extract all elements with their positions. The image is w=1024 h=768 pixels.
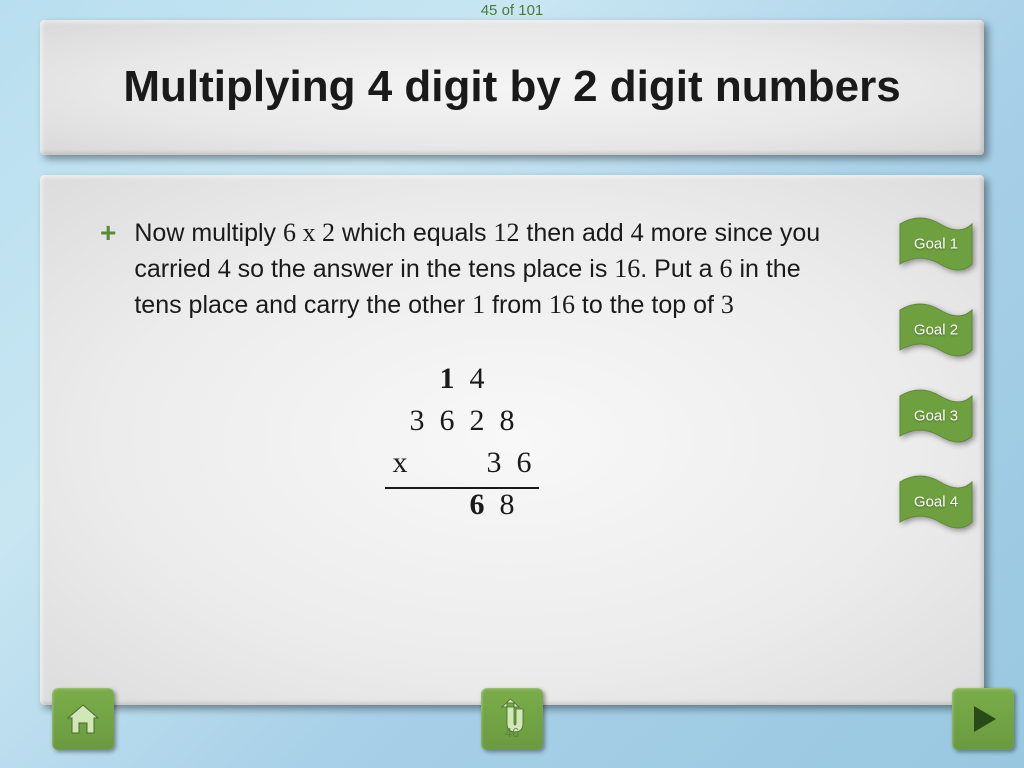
home-icon [63, 699, 103, 739]
title-panel: Multiplying 4 digit by 2 digit numbers [40, 20, 984, 155]
goal-label: Goal 2 [914, 322, 958, 339]
result-tens: 6 [462, 483, 492, 527]
goal-button-4[interactable]: Goal 4 [896, 470, 976, 534]
home-button[interactable] [52, 688, 114, 750]
multiplier-row: x 36 [100, 441, 824, 483]
goal-rail: Goal 1 Goal 2 Goal 3 Goal 4 [896, 212, 1016, 534]
mult-ones: 6 [509, 441, 539, 485]
mult-tens: 3 [479, 441, 509, 485]
slide-title: Multiplying 4 digit by 2 digit numbers [93, 61, 930, 114]
result-ones: 8 [492, 483, 522, 527]
top-hundreds: 6 [432, 399, 462, 443]
multiply-operator: x [385, 441, 415, 485]
top-ones: 8 [492, 399, 522, 443]
carry-row: 14 [100, 357, 824, 399]
top-tens: 2 [462, 399, 492, 443]
goal-label: Goal 1 [914, 236, 958, 253]
content-panel: + Now multiply 6 x 2 which equals 12 the… [40, 175, 984, 705]
result-row: 68 [100, 483, 824, 525]
goal-label: Goal 3 [914, 408, 958, 425]
footer-page-number: 46 [505, 725, 519, 740]
page-counter: 45 of 101 [481, 2, 544, 19]
carry-tens: 4 [462, 357, 492, 401]
goal-label: Goal 4 [914, 494, 958, 511]
math-problem: 14 3628 x36 68 [100, 357, 824, 525]
play-icon [964, 700, 1002, 738]
next-button[interactable] [952, 688, 1014, 750]
bullet-text: Now multiply 6 x 2 which equals 12 then … [134, 215, 824, 322]
goal-button-1[interactable]: Goal 1 [896, 212, 976, 276]
carry-hundreds: 1 [432, 357, 462, 401]
goal-button-2[interactable]: Goal 2 [896, 298, 976, 362]
plus-icon: + [100, 219, 116, 247]
multiplicand-row: 3628 [100, 399, 824, 441]
top-thousands: 3 [402, 399, 432, 443]
goal-button-3[interactable]: Goal 3 [896, 384, 976, 448]
return-button[interactable] [481, 688, 543, 750]
bullet-item: + Now multiply 6 x 2 which equals 12 the… [100, 215, 824, 322]
